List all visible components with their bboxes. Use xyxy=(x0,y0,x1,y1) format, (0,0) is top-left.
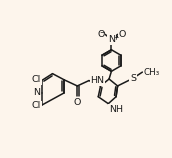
Text: NH: NH xyxy=(109,105,123,114)
Text: CH₃: CH₃ xyxy=(144,68,160,77)
Text: N: N xyxy=(33,88,40,97)
Text: N: N xyxy=(108,35,115,44)
Text: Cl: Cl xyxy=(32,75,41,84)
Text: O: O xyxy=(97,30,104,39)
Text: S: S xyxy=(130,74,136,83)
Text: −: − xyxy=(99,30,104,36)
Text: O: O xyxy=(74,97,81,106)
Text: Cl: Cl xyxy=(32,101,41,110)
Text: O: O xyxy=(118,30,126,39)
Text: HN: HN xyxy=(90,76,104,85)
Text: +: + xyxy=(113,35,119,41)
